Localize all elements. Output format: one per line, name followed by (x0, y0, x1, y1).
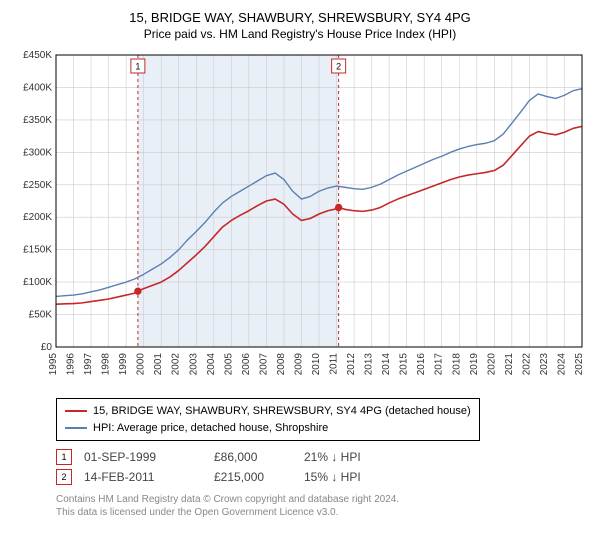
svg-text:2010: 2010 (311, 353, 322, 376)
svg-text:1995: 1995 (48, 353, 59, 376)
svg-text:2017: 2017 (434, 353, 445, 376)
svg-text:2024: 2024 (556, 353, 567, 376)
svg-text:2005: 2005 (223, 353, 234, 376)
svg-text:£150K: £150K (23, 245, 52, 256)
svg-text:1: 1 (135, 62, 140, 72)
svg-text:2: 2 (336, 62, 341, 72)
sale-marker-badge: 2 (56, 469, 72, 485)
svg-text:1999: 1999 (118, 353, 129, 376)
svg-text:2002: 2002 (171, 353, 182, 376)
svg-text:2004: 2004 (206, 353, 217, 376)
legend-swatch (65, 410, 87, 412)
svg-text:2022: 2022 (521, 353, 532, 376)
sale-price: £215,000 (214, 470, 304, 484)
svg-text:2011: 2011 (329, 353, 340, 375)
svg-text:2006: 2006 (241, 353, 252, 376)
sale-date: 14-FEB-2011 (84, 470, 214, 484)
sale-price: £86,000 (214, 450, 304, 464)
sale-date: 01-SEP-1999 (84, 450, 214, 464)
svg-text:£100K: £100K (23, 277, 52, 288)
chart-subtitle: Price paid vs. HM Land Registry's House … (12, 27, 588, 41)
footer-line: This data is licensed under the Open Gov… (56, 506, 588, 519)
svg-text:£50K: £50K (29, 310, 53, 321)
svg-text:2021: 2021 (504, 353, 515, 376)
svg-text:2020: 2020 (486, 353, 497, 376)
footer-attribution: Contains HM Land Registry data © Crown c… (56, 493, 588, 519)
svg-text:2012: 2012 (346, 353, 357, 376)
svg-text:2019: 2019 (469, 353, 480, 376)
line-chart: £0 £50K £100K £150K £200K £250K £300K £350K £400… (12, 47, 588, 387)
figure-container: 15, BRIDGE WAY, SHAWBURY, SHREWSBURY, SY… (0, 0, 600, 527)
svg-text:2009: 2009 (293, 353, 304, 376)
legend-row: 15, BRIDGE WAY, SHAWBURY, SHREWSBURY, SY… (65, 403, 471, 420)
legend-label: HPI: Average price, detached house, Shro… (93, 420, 328, 437)
sale-marker-badge: 1 (56, 449, 72, 465)
svg-text:2016: 2016 (416, 353, 427, 376)
svg-text:2013: 2013 (364, 353, 375, 376)
svg-text:1996: 1996 (66, 353, 77, 376)
legend-row: HPI: Average price, detached house, Shro… (65, 420, 471, 437)
chart-area: £0 £50K £100K £150K £200K £250K £300K £350K £400… (12, 47, 588, 392)
sale-hpi-delta: 21% ↓ HPI (304, 450, 404, 464)
sales-table: 1 01-SEP-1999£86,00021% ↓ HPI 2 14-FEB-2011… (56, 447, 588, 487)
svg-text:£200K: £200K (23, 212, 52, 223)
chart-title: 15, BRIDGE WAY, SHAWBURY, SHREWSBURY, SY… (12, 10, 588, 25)
svg-text:£400K: £400K (23, 82, 52, 93)
svg-text:2008: 2008 (276, 353, 287, 376)
sale-hpi-delta: 15% ↓ HPI (304, 470, 404, 484)
svg-text:£450K: £450K (23, 50, 52, 61)
sales-row: 1 01-SEP-1999£86,00021% ↓ HPI (56, 447, 588, 467)
svg-text:£0: £0 (41, 342, 53, 353)
svg-text:2018: 2018 (451, 353, 462, 376)
svg-text:2000: 2000 (136, 353, 147, 376)
legend-label: 15, BRIDGE WAY, SHAWBURY, SHREWSBURY, SY… (93, 403, 471, 420)
svg-text:1997: 1997 (83, 353, 94, 376)
svg-text:2001: 2001 (153, 353, 164, 376)
svg-text:£300K: £300K (23, 147, 52, 158)
svg-text:2007: 2007 (258, 353, 269, 376)
footer-line: Contains HM Land Registry data © Crown c… (56, 493, 588, 506)
svg-text:2003: 2003 (188, 353, 199, 376)
svg-text:1998: 1998 (101, 353, 112, 376)
svg-text:2025: 2025 (574, 353, 585, 376)
svg-text:2015: 2015 (399, 353, 410, 376)
svg-text:2023: 2023 (539, 353, 550, 376)
legend-swatch (65, 427, 87, 429)
sales-row: 2 14-FEB-2011£215,00015% ↓ HPI (56, 467, 588, 487)
svg-text:£250K: £250K (23, 180, 52, 191)
svg-text:2014: 2014 (381, 353, 392, 376)
legend: 15, BRIDGE WAY, SHAWBURY, SHREWSBURY, SY… (56, 398, 480, 441)
svg-text:£350K: £350K (23, 115, 52, 126)
